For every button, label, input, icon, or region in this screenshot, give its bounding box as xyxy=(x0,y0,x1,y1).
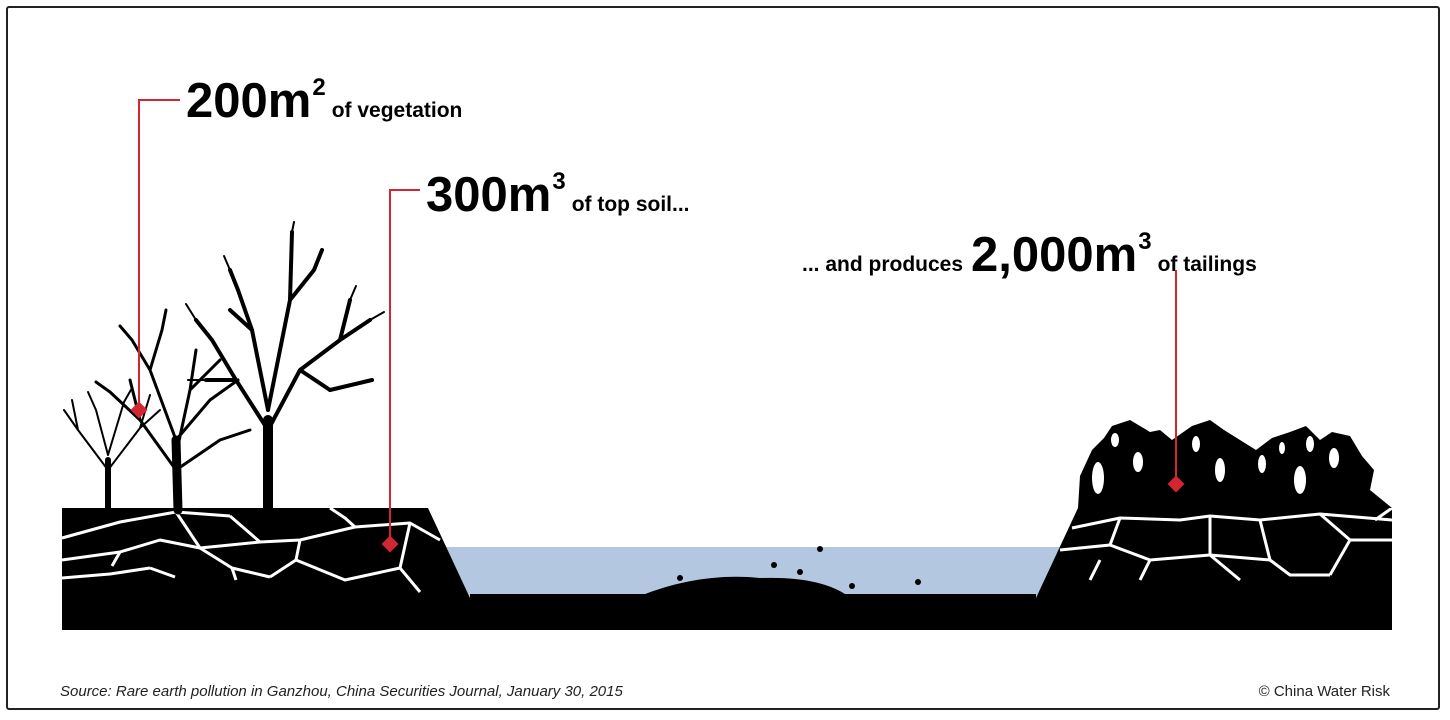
tailings-pond-water xyxy=(440,547,1062,597)
top-soil-exponent: 3 xyxy=(552,168,566,195)
ground xyxy=(62,508,1392,630)
tailings-callout: ... and produces 2,000m3of tailings xyxy=(802,230,1257,280)
callout-lines xyxy=(138,99,1177,544)
ground-cracks-right xyxy=(1059,506,1393,582)
tailings-amount: 2,000m3 xyxy=(971,228,1152,282)
copyright-note: © China Water Risk xyxy=(1258,683,1390,700)
tailings-prefix: ... and produces xyxy=(802,253,964,276)
vegetation-exponent: 2 xyxy=(312,74,326,101)
vegetation-marker xyxy=(130,401,148,419)
source-note: Source: Rare earth pollution in Ganzhou,… xyxy=(60,683,623,700)
tailings-exponent: 3 xyxy=(1138,228,1152,255)
top-soil-amount: 300m3 xyxy=(426,168,566,222)
frame-border xyxy=(6,6,1440,710)
pond-sediment xyxy=(640,546,921,596)
ground-cracks-left xyxy=(61,506,441,593)
dead-trees xyxy=(63,221,385,515)
top-soil-callout: 300m3of top soil... xyxy=(426,170,690,220)
vegetation-label: of vegetation xyxy=(331,99,463,122)
top-soil-label: of top soil... xyxy=(571,193,690,216)
tailings-label: of tailings xyxy=(1157,253,1257,276)
top-soil-marker xyxy=(381,535,399,553)
tailings-holes xyxy=(1092,433,1339,494)
pond-floor xyxy=(470,594,1036,602)
tailings-pile xyxy=(1078,420,1392,508)
vegetation-callout: 200m2of vegetation xyxy=(186,76,462,126)
vegetation-amount: 200m2 xyxy=(186,74,326,128)
